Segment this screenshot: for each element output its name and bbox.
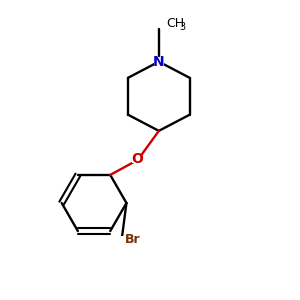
- Text: N: N: [153, 55, 165, 69]
- Text: O: O: [131, 152, 143, 166]
- Bar: [121, 236, 135, 244]
- Text: CH: CH: [166, 17, 184, 30]
- Text: 3: 3: [179, 22, 185, 32]
- Bar: [132, 155, 141, 163]
- Bar: [154, 58, 164, 66]
- Text: Br: Br: [125, 233, 141, 246]
